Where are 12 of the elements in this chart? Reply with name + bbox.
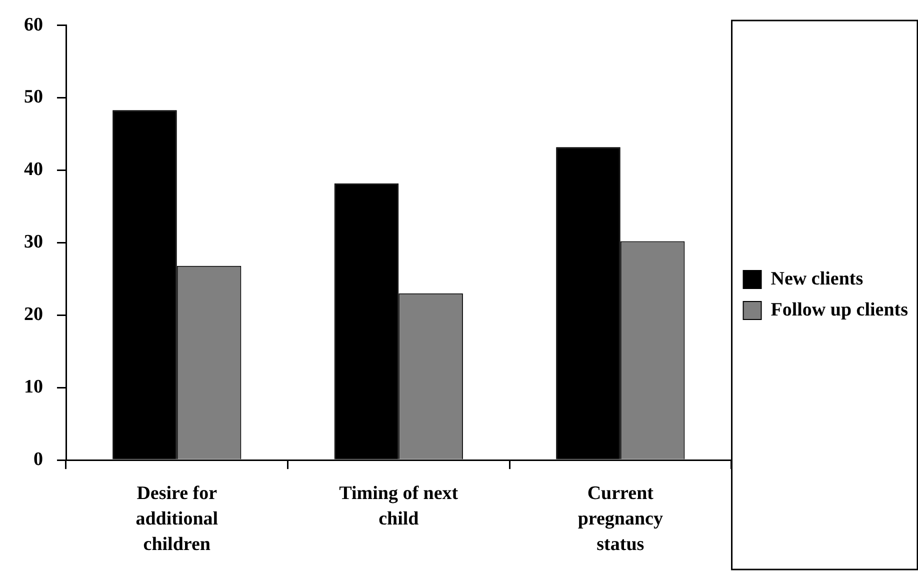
y-tick-label: 60: [24, 14, 43, 36]
y-tick-label: 30: [24, 232, 43, 253]
x-tick-label: Current pregnancy status: [578, 482, 664, 556]
legend-label: Follow up clients: [770, 299, 908, 320]
y-tick-label: 40: [24, 159, 43, 180]
y-tick-label: 50: [24, 86, 43, 108]
legend-label: New clients: [770, 268, 864, 290]
x-tick-label: Timing of next child: [339, 482, 459, 530]
y-tick-label: 0: [34, 448, 43, 470]
y-tick-label: 10: [24, 376, 43, 398]
x-tick-label: Desire for additional children: [136, 482, 218, 556]
y-tick-label: 20: [24, 304, 43, 326]
